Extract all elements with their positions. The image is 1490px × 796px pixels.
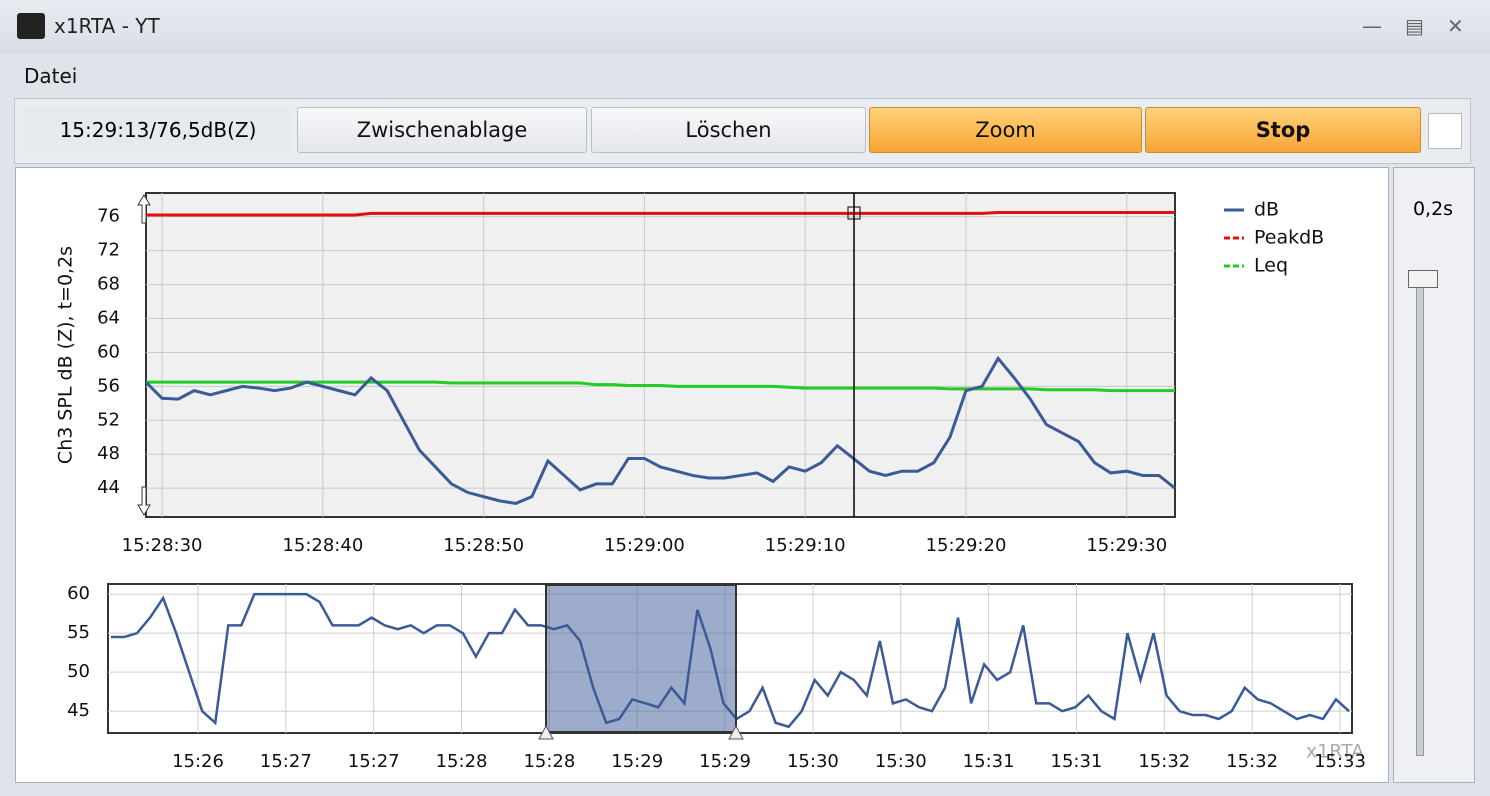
button-label: Löschen — [685, 118, 772, 142]
legend-label: PeakdB — [1254, 227, 1324, 249]
y-tick-label: 48 — [97, 443, 120, 464]
cursor-marker — [847, 206, 861, 220]
button-label: Zwischenablage — [356, 118, 528, 142]
toggle-box[interactable] — [1428, 113, 1462, 149]
clipboard-button[interactable]: Zwischenablage — [297, 107, 587, 153]
slider-panel — [1393, 167, 1475, 783]
button-label: Zoom — [975, 118, 1036, 142]
data-line — [146, 380, 1175, 393]
button-label: Stop — [1255, 118, 1311, 142]
x-tick-label: 15:28 — [436, 751, 488, 772]
x-tick-label: 15:26 — [172, 751, 224, 772]
y-tick-label: 50 — [67, 661, 90, 682]
y-tick-label: 44 — [97, 477, 120, 498]
x-tick-label: 15:28:40 — [282, 535, 363, 556]
data-line — [144, 355, 1176, 505]
x-tick-label: 15:30 — [875, 751, 927, 772]
selection-window[interactable] — [545, 584, 737, 733]
legend-label: Leq — [1254, 255, 1288, 277]
x-tick-label: 15:32 — [1138, 751, 1190, 772]
minimize-button[interactable]: — — [1362, 14, 1382, 38]
x-tick-label: 15:31 — [1051, 751, 1103, 772]
y-tick-label: 64 — [97, 308, 120, 329]
x-tick-label: 15:30 — [787, 751, 839, 772]
y-tick-label: 55 — [67, 622, 90, 643]
x-tick-label: 15:28:30 — [122, 535, 203, 556]
y-tick-label: 52 — [97, 409, 120, 430]
y-tick-label: 56 — [97, 375, 120, 396]
slider-label: 0,2s — [1412, 198, 1454, 220]
data-line — [146, 211, 1175, 217]
y-tick-label: 60 — [97, 341, 120, 362]
title-bar — [0, 0, 1490, 54]
x-tick-label: 15:31 — [963, 751, 1015, 772]
menu-item[interactable]: Datei — [24, 64, 78, 88]
y-tick-label: 72 — [97, 240, 120, 261]
zoom-button[interactable]: Zoom — [869, 107, 1142, 153]
x-tick-label: 15:27 — [260, 751, 312, 772]
y-axis-label: Ch3 SPL dB (Z), t=0,2s — [55, 246, 77, 464]
window-title: x1RTA - YT — [54, 14, 160, 38]
app-icon — [17, 13, 45, 39]
close-button[interactable]: ✕ — [1447, 14, 1464, 38]
x-tick-label: 15:27 — [348, 751, 400, 772]
x-tick-label: 15:29:10 — [765, 535, 846, 556]
slider-thumb[interactable] — [1408, 270, 1438, 288]
x-tick-label: 15:29 — [611, 751, 663, 772]
x-tick-label: 15:29:00 — [604, 535, 685, 556]
x-tick-label: 15:28 — [523, 751, 575, 772]
x-tick-label: 15:29:30 — [1086, 535, 1167, 556]
main-plot-area — [145, 192, 1176, 518]
selection-handles[interactable] — [538, 724, 744, 740]
x-tick-label: 15:28:50 — [443, 535, 524, 556]
x-tick-label: 15:29:20 — [926, 535, 1007, 556]
y-tick-label: 76 — [97, 206, 120, 227]
y-tick-label: 45 — [67, 700, 90, 721]
maximize-button[interactable]: ▤ — [1405, 14, 1424, 38]
x-tick-label: 15:33 — [1314, 751, 1366, 772]
x-tick-label: 15:29 — [699, 751, 751, 772]
y-tick-label: 68 — [97, 274, 120, 295]
x-tick-label: 15:32 — [1226, 751, 1278, 772]
main-chart: 44 48 52 56 60 64 68 72 76 15:28:30 15:28:40 15:28:… — [97, 193, 1324, 556]
stop-button[interactable]: Stop — [1145, 107, 1421, 153]
y-tick-label: 60 — [67, 583, 90, 604]
watermark: x1RTA — [1306, 741, 1364, 763]
clear-button[interactable]: Löschen — [591, 107, 866, 153]
legend-label: dB — [1254, 199, 1279, 221]
status-readout: 15:29:13/76,5dB(Z) — [24, 107, 292, 153]
y-scroll-arrows[interactable] — [137, 194, 151, 516]
